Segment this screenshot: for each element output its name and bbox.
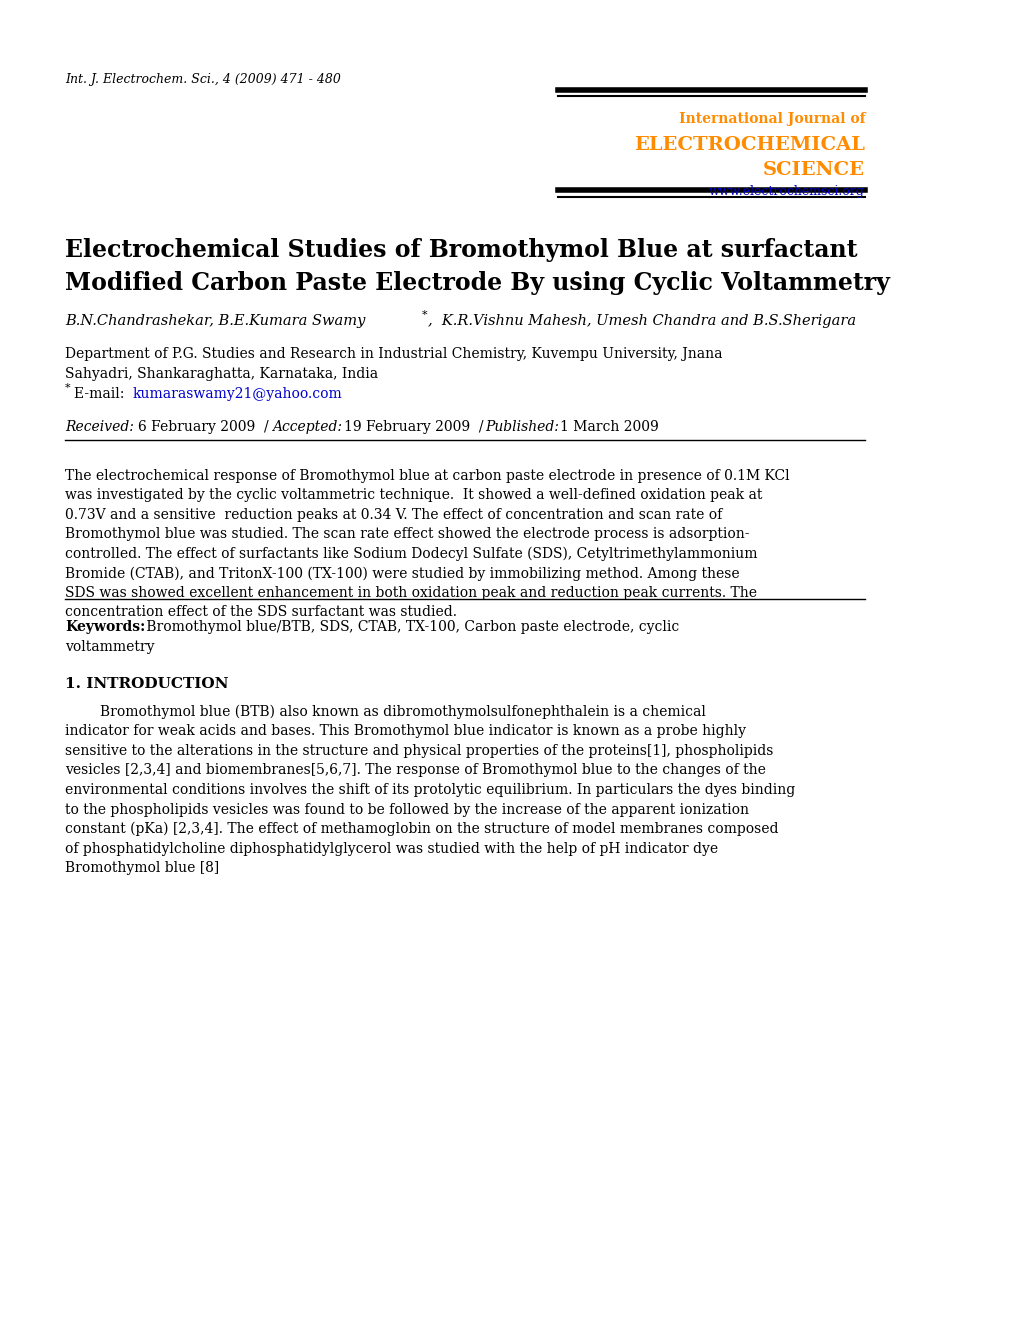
Text: Bromothymol blue (BTB) also known as dibromothymolsulfonephthalein is a chemical: Bromothymol blue (BTB) also known as dib… <box>65 705 705 719</box>
Text: Bromide (CTAB), and TritonX-100 (TX-100) were studied by immobilizing method. Am: Bromide (CTAB), and TritonX-100 (TX-100)… <box>65 566 739 581</box>
Text: B.N.Chandrashekar, B.E.Kumara Swamy: B.N.Chandrashekar, B.E.Kumara Swamy <box>65 314 365 329</box>
Text: Bromothymol blue [8]: Bromothymol blue [8] <box>65 861 219 875</box>
Text: vesicles [2,3,4] and biomembranes[5,6,7]. The response of Bromothymol blue to th: vesicles [2,3,4] and biomembranes[5,6,7]… <box>65 763 765 777</box>
Text: SDS was showed excellent enhancement in both oxidation peak and reduction peak c: SDS was showed excellent enhancement in … <box>65 586 756 599</box>
Text: indicator for weak acids and bases. This Bromothymol blue indicator is known as : indicator for weak acids and bases. This… <box>65 725 745 738</box>
Text: Department of P.G. Studies and Research in Industrial Chemistry, Kuvempu Univers: Department of P.G. Studies and Research … <box>65 347 721 362</box>
Text: controlled. The effect of surfactants like Sodium Dodecyl Sulfate (SDS), Cetyltr: controlled. The effect of surfactants li… <box>65 546 757 561</box>
Text: ELECTROCHEMICAL: ELECTROCHEMICAL <box>634 136 864 154</box>
Text: 6 February 2009  /: 6 February 2009 / <box>138 420 272 434</box>
Text: kumaraswamy21@yahoo.com: kumaraswamy21@yahoo.com <box>132 387 342 401</box>
Text: voltammetry: voltammetry <box>65 640 155 655</box>
Text: of phosphatidylcholine diphosphatidylglycerol was studied with the help of pH in: of phosphatidylcholine diphosphatidylgly… <box>65 842 717 855</box>
Text: 19 February 2009  /: 19 February 2009 / <box>343 420 488 434</box>
Text: Bromothymol blue was studied. The scan rate effect showed the electrode process : Bromothymol blue was studied. The scan r… <box>65 527 749 541</box>
Text: Bromothymol blue/BTB, SDS, CTAB, TX-100, Carbon paste electrode, cyclic: Bromothymol blue/BTB, SDS, CTAB, TX-100,… <box>143 620 679 635</box>
Text: 1 March 2009: 1 March 2009 <box>559 420 658 434</box>
Text: SCIENCE: SCIENCE <box>762 161 864 180</box>
Text: E-mail:: E-mail: <box>74 387 129 401</box>
Text: Accepted:: Accepted: <box>271 420 345 434</box>
Text: *: * <box>65 383 70 393</box>
Text: International Journal of: International Journal of <box>678 112 864 127</box>
Text: Keywords:: Keywords: <box>65 620 146 635</box>
Text: Int. J. Electrochem. Sci., 4 (2009) 471 - 480: Int. J. Electrochem. Sci., 4 (2009) 471 … <box>65 73 340 86</box>
Text: was investigated by the cyclic voltammetric technique.  It showed a well-defined: was investigated by the cyclic voltammet… <box>65 488 762 502</box>
Text: sensitive to the alterations in the structure and physical properties of the pro: sensitive to the alterations in the stru… <box>65 744 772 758</box>
Text: constant (pKa) [2,3,4]. The effect of methamoglobin on the structure of model me: constant (pKa) [2,3,4]. The effect of me… <box>65 822 777 837</box>
Text: www.electrochemsci.org: www.electrochemsci.org <box>708 185 864 198</box>
Text: Electrochemical Studies of Bromothymol Blue at surfactant: Electrochemical Studies of Bromothymol B… <box>65 238 857 261</box>
Text: 1. INTRODUCTION: 1. INTRODUCTION <box>65 677 228 692</box>
Text: Received:: Received: <box>65 420 139 434</box>
Text: environmental conditions involves the shift of its protolytic equilibrium. In pa: environmental conditions involves the sh… <box>65 783 795 797</box>
Text: concentration effect of the SDS surfactant was studied.: concentration effect of the SDS surfacta… <box>65 606 457 619</box>
Text: Sahyadri, Shankaraghatta, Karnataka, India: Sahyadri, Shankaraghatta, Karnataka, Ind… <box>65 367 378 381</box>
Text: ,  K.R.Vishnu Mahesh, Umesh Chandra and B.S.Sherigara: , K.R.Vishnu Mahesh, Umesh Chandra and B… <box>428 314 855 329</box>
Text: *: * <box>421 310 427 321</box>
Text: to the phospholipids vesicles was found to be followed by the increase of the ap: to the phospholipids vesicles was found … <box>65 803 748 817</box>
Text: Published:: Published: <box>485 420 564 434</box>
Text: 0.73V and a sensitive  reduction peaks at 0.34 V. The effect of concentration an: 0.73V and a sensitive reduction peaks at… <box>65 508 721 521</box>
Text: Modified Carbon Paste Electrode By using Cyclic Voltammetry: Modified Carbon Paste Electrode By using… <box>65 271 890 294</box>
Text: The electrochemical response of Bromothymol blue at carbon paste electrode in pr: The electrochemical response of Bromothy… <box>65 469 789 483</box>
